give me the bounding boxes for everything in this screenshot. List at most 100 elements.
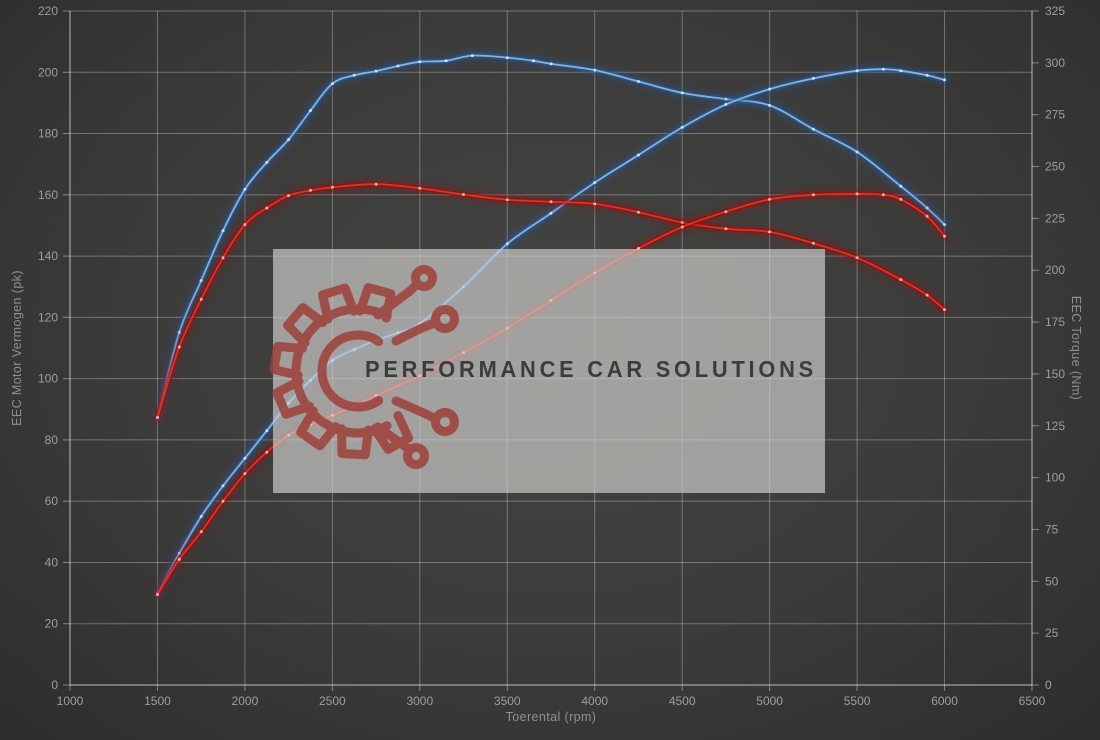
data-point-marker (925, 214, 929, 218)
right-tick-label: 325 (1045, 4, 1065, 18)
data-point-marker (637, 210, 640, 214)
right-tick-label: 200 (1045, 263, 1065, 277)
tick-marks (63, 10, 1039, 691)
data-point-marker (925, 293, 929, 297)
left-axis-title: EEC Motor Vermogen (pk) (10, 270, 24, 426)
data-point-marker (943, 223, 946, 227)
data-point-marker (199, 279, 203, 283)
data-point-marker (462, 193, 465, 196)
x-tick-label: 2500 (319, 694, 346, 708)
data-point-marker (330, 82, 334, 86)
data-point-marker (680, 125, 684, 129)
data-point-marker (374, 182, 378, 186)
curve-blue-torque (152, 50, 950, 423)
data-point-marker (855, 192, 859, 196)
x-axis-title: Toerental (rpm) (505, 710, 597, 724)
right-tick-label: 225 (1045, 211, 1065, 225)
data-point-marker (505, 242, 509, 246)
x-tick-label: 4000 (581, 694, 608, 708)
left-tick-label: 60 (45, 494, 59, 508)
data-point-marker (243, 187, 247, 191)
left-tick-label: 160 (38, 188, 58, 202)
data-point-marker (855, 150, 859, 154)
data-point-marker (768, 103, 772, 107)
right-tick-label: 275 (1045, 108, 1065, 122)
data-point-marker (549, 62, 553, 66)
x-tick-label: 4500 (669, 694, 696, 708)
right-tick-label: 75 (1045, 522, 1059, 536)
data-point-marker (287, 138, 291, 142)
tick-labels: 1000 1500 2000 2500 3000 3500 4000 4500 5000 5500… (38, 4, 1065, 708)
right-tick-label: 125 (1045, 419, 1065, 433)
left-tick-label: 40 (45, 555, 59, 569)
data-point-marker (199, 515, 203, 518)
data-point-marker (265, 160, 269, 164)
data-point-marker (680, 225, 684, 229)
data-point-marker (418, 186, 422, 190)
right-tick-label: 175 (1045, 315, 1065, 329)
data-point-marker (505, 198, 509, 202)
x-tick-label: 6000 (931, 694, 958, 708)
data-point-marker (330, 185, 334, 189)
data-point-marker (899, 197, 903, 201)
data-point-marker (177, 557, 181, 561)
right-tick-label: 100 (1045, 471, 1065, 485)
left-tick-label: 120 (38, 310, 58, 324)
data-point-marker (243, 472, 247, 476)
left-tick-label: 20 (45, 617, 59, 631)
data-point-marker (811, 193, 815, 197)
left-tick-label: 200 (38, 65, 58, 79)
data-point-marker (444, 59, 448, 63)
data-point-marker (470, 54, 474, 58)
watermark-text: PERFORMANCE CAR SOLUTIONS (365, 356, 817, 382)
right-axis-title: EEC Torque (Nm) (1069, 295, 1083, 401)
data-point-marker (899, 184, 903, 188)
data-point-marker (396, 64, 400, 68)
data-point-marker (309, 109, 312, 112)
x-tick-label: 3000 (406, 694, 433, 708)
data-point-marker (637, 153, 640, 157)
left-tick-label: 100 (38, 372, 58, 386)
data-point-marker (265, 450, 269, 454)
data-point-marker (156, 593, 159, 597)
right-tick-label: 0 (1045, 678, 1052, 692)
data-point-marker (549, 200, 553, 204)
data-point-marker (724, 210, 728, 214)
data-point-marker (549, 211, 553, 215)
left-tick-label: 140 (38, 249, 58, 263)
data-point-marker (352, 73, 356, 77)
left-tick-label: 220 (38, 4, 58, 18)
data-point-marker (943, 78, 946, 82)
data-point-marker (855, 256, 859, 260)
data-point-marker (287, 194, 291, 198)
data-point-marker (724, 227, 728, 231)
data-point-marker (881, 67, 885, 71)
gear-circuit-logo-icon (269, 265, 459, 469)
right-tick-label: 250 (1045, 160, 1065, 174)
data-point-marker (177, 345, 181, 349)
left-tick-label: 0 (51, 678, 58, 692)
x-tick-label: 2000 (232, 694, 259, 708)
x-tick-label: 3500 (494, 694, 521, 708)
data-point-marker (221, 229, 225, 233)
right-tick-label: 150 (1045, 367, 1065, 381)
right-tick-label: 50 (1045, 574, 1059, 588)
data-point-marker (593, 68, 597, 72)
data-point-marker (943, 234, 946, 238)
x-tick-label: 5000 (756, 694, 783, 708)
data-point-marker (637, 80, 640, 83)
data-point-marker (925, 73, 929, 77)
data-point-marker (899, 278, 903, 282)
right-tick-label: 300 (1045, 56, 1065, 70)
data-point-marker (374, 69, 378, 73)
data-point-marker (505, 56, 509, 60)
data-point-marker (881, 193, 885, 197)
left-tick-label: 80 (45, 433, 59, 447)
data-point-marker (593, 202, 597, 206)
data-point-marker (855, 69, 859, 73)
data-point-marker (768, 230, 772, 234)
data-point-marker (221, 499, 225, 503)
x-tick-label: 1000 (57, 694, 84, 708)
